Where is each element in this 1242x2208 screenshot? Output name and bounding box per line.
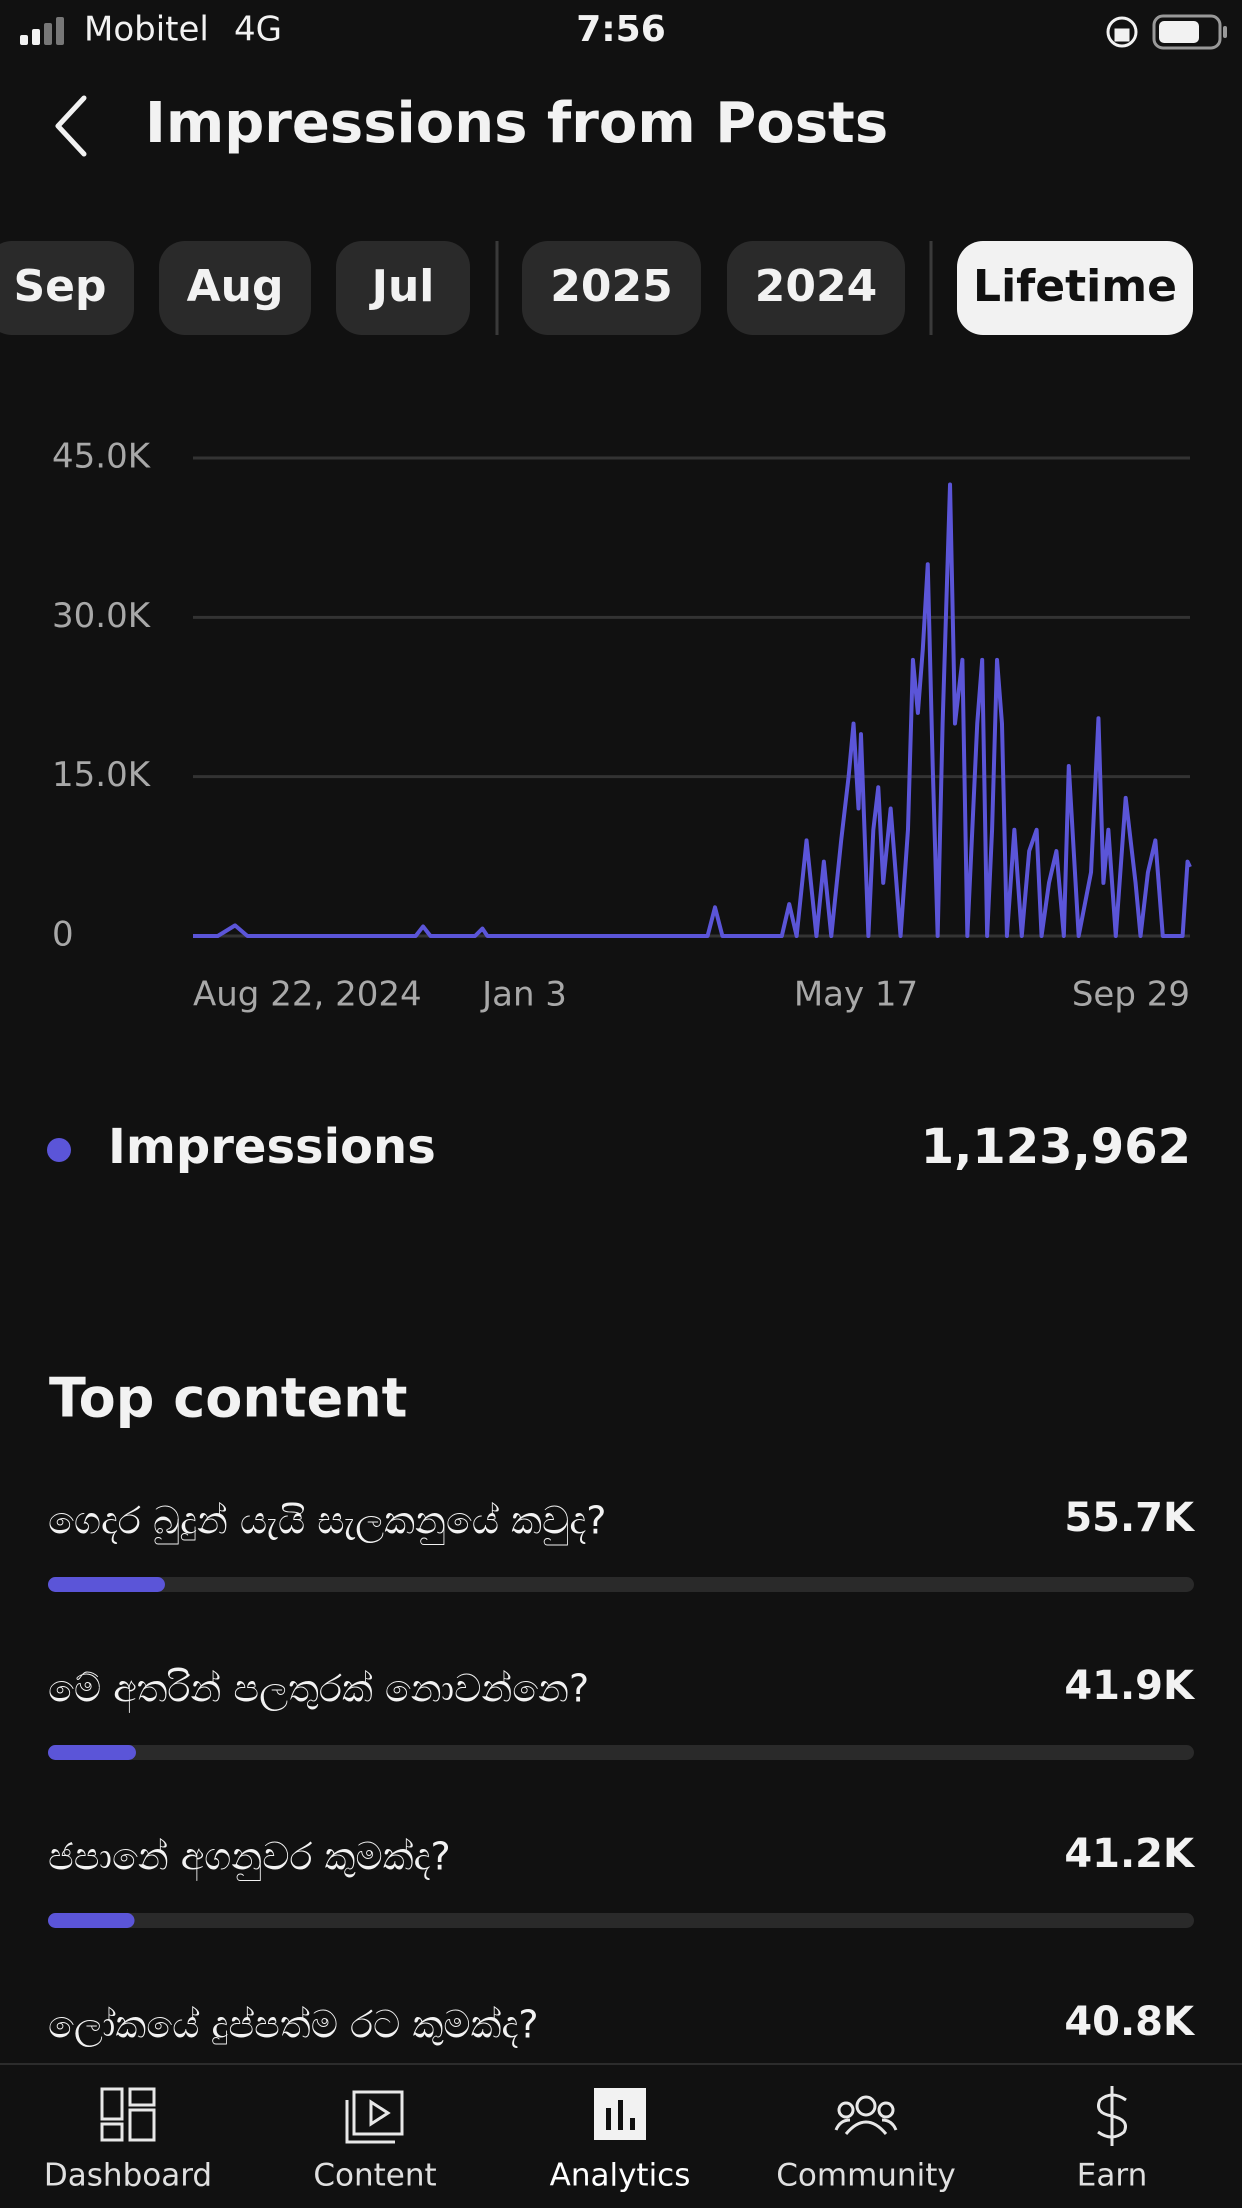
network: 4G — [234, 10, 282, 50]
y-tick-label: 15.0K — [52, 755, 152, 795]
tab-label: Jul — [369, 261, 435, 312]
bar-track — [48, 1577, 1194, 1592]
clock: 7:56 — [576, 9, 666, 50]
nav-label[interactable]: Dashboard — [44, 2158, 212, 2194]
item-title[interactable]: ලෝකයේ දුප්පත්ම රට කුමක්ද? — [48, 2003, 539, 2048]
tab[interactable] — [0, 241, 134, 335]
legend-marker — [47, 1138, 71, 1162]
tab-label: Lifetime — [973, 261, 1177, 312]
section-title: Top content — [49, 1367, 407, 1430]
bar-track — [48, 1745, 1194, 1760]
y-tick-label: 45.0K — [52, 437, 152, 477]
bar-track — [48, 1913, 1194, 1928]
total-impressions: 1,123,962 — [921, 1119, 1191, 1175]
data-line — [193, 482, 1192, 938]
battery-icon — [1152, 14, 1227, 50]
tab-label: Aug — [187, 261, 284, 312]
period-tabs: Sep Aug Jul 2025 2024 Lifetime — [0, 241, 1193, 335]
nav-label[interactable]: Analytics — [550, 2158, 691, 2194]
nav-label[interactable]: Content — [313, 2158, 436, 2194]
nav-label[interactable]: Earn — [1077, 2158, 1147, 2194]
item-title[interactable]: ජපානේ අගනුවර කුමක්ද? — [48, 1835, 451, 1882]
bar — [48, 1913, 135, 1928]
tab-label: 2024 — [755, 261, 877, 312]
nav-label[interactable]: Community — [776, 2158, 955, 2194]
tab[interactable] — [727, 241, 905, 335]
analytics-icon — [594, 2088, 646, 2140]
bar — [48, 1745, 136, 1760]
bar — [48, 1577, 165, 1592]
line-chart: 0 15.0K 30.0K 45.0K Aug 22, 2024 Jan 3 May 17 S… — [52, 437, 1192, 1015]
nav-labels: Dashboard Content Analytics Community Earn — [44, 2158, 1147, 2194]
tab[interactable] — [522, 241, 701, 335]
community-icon — [834, 2095, 898, 2135]
item-title[interactable]: ගෙදර බුදුන් යැයි සැලකනුයේ කවුද? — [48, 1499, 606, 1546]
dashboard-icon — [100, 2087, 156, 2142]
tab[interactable] — [159, 241, 311, 335]
tab[interactable] — [957, 241, 1193, 335]
item-value: 41.9K — [1064, 1663, 1196, 1709]
item-value: 40.8K — [1064, 1999, 1196, 2045]
legend-label: Impressions — [108, 1119, 436, 1175]
back-button[interactable] — [55, 95, 87, 157]
earn-icon — [1097, 2086, 1127, 2146]
carrier: Mobitel — [84, 10, 209, 50]
x-tick-label: May 17 — [794, 975, 918, 1015]
tab-label: Sep — [13, 261, 106, 312]
lock-rotation-icon — [1106, 16, 1138, 48]
y-tick-label: 0 — [52, 915, 74, 955]
x-tick-label: Aug 22, 2024 — [193, 975, 422, 1015]
tab[interactable] — [336, 241, 470, 335]
signal-icon — [20, 17, 64, 45]
y-tick-label: 30.0K — [52, 596, 152, 636]
item-title[interactable]: මේ අතරින් පලතුරක් නොවන්නෙ? — [48, 1667, 589, 1714]
page-title: Impressions from Posts — [145, 91, 888, 156]
content-icon — [345, 2090, 404, 2144]
item-value: 41.2K — [1064, 1831, 1196, 1877]
bottom-nav: Dashboard Content Analytics Community Earn — [0, 2063, 1242, 2208]
x-tick-label: Jan 3 — [480, 975, 567, 1015]
item-value: 55.7K — [1064, 1495, 1196, 1541]
x-tick-label: Sep 29 — [1072, 975, 1190, 1015]
tab-label: 2025 — [550, 261, 672, 312]
